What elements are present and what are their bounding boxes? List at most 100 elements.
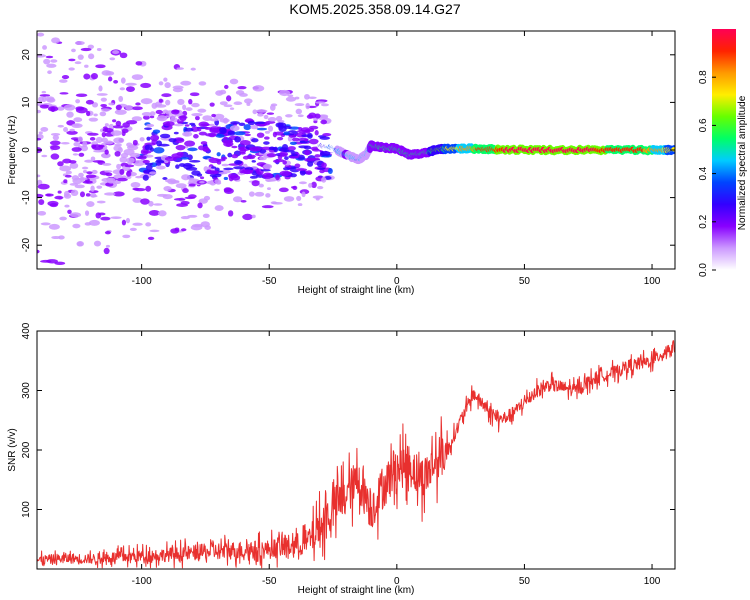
spectrogram-speckle [258, 183, 264, 188]
spectrogram-speckle [110, 216, 122, 219]
spectrogram-speckle [40, 127, 49, 132]
spectrogram-speckle [149, 229, 160, 233]
spectrogram-speckle [282, 149, 295, 153]
spectrogram-speckle [257, 113, 264, 117]
spectrogram-speckle [251, 214, 256, 219]
spectrogram-speckle [84, 64, 89, 68]
spectrogram-speckle [120, 77, 126, 84]
spectrogram-speckle [298, 181, 307, 185]
spectrogram-speckle [96, 185, 103, 189]
spectrogram-speckle [126, 171, 132, 177]
spectrogram-speckle [43, 58, 51, 65]
spectrogram-speckle [232, 196, 243, 203]
spectrogram-speckle [155, 162, 162, 166]
spectrogram-speckle [79, 191, 86, 198]
spectrogram-speckle [191, 113, 203, 117]
spectrogram-speckle [185, 107, 193, 111]
spectrogram-speckle [60, 142, 70, 145]
spectrogram-speckle [61, 74, 70, 80]
spectrogram-speckle [172, 87, 184, 93]
spectrogram-speckle [222, 117, 229, 124]
spectrogram-speckle [270, 104, 276, 111]
spectrogram-speckle [133, 160, 145, 167]
spectrogram-speckle [103, 247, 110, 255]
spectrogram-speckle [229, 125, 240, 132]
spectrogram-speckle [144, 144, 153, 151]
spectrogram-speckle [161, 93, 172, 98]
spectrogram-speckle [106, 177, 116, 184]
spectrogram-speckle [162, 121, 175, 127]
spectrogram-speckle [140, 82, 152, 89]
spectrogram-speckle [153, 203, 163, 206]
spectrogram-speckle [314, 101, 326, 104]
spectrogram-speckle [179, 115, 187, 122]
spectrogram-speckle [298, 127, 303, 131]
spectrogram-speckle [287, 94, 294, 98]
spectrogram-speckle [39, 259, 52, 263]
spectrogram-speckle [71, 48, 76, 53]
snr-x-tick-label: 0 [394, 576, 400, 587]
spectrogram-speckle [162, 194, 173, 200]
spectrogram-speckle [73, 141, 81, 147]
spectrogram-speckle [108, 102, 115, 106]
spectrogram-speckle [188, 183, 196, 187]
spectrogram-speckle [87, 44, 95, 50]
spectrogram-y-tick-label: 0 [21, 147, 32, 153]
spectrogram-speckle [37, 193, 44, 198]
spectrogram-speckle [68, 160, 77, 164]
spectrogram-speckle [299, 169, 306, 176]
spectrogram-speckle [50, 59, 58, 63]
spectrogram-speckle [37, 109, 41, 114]
spectrogram-speckle [176, 151, 184, 156]
spectrogram-speckle [176, 67, 184, 70]
spectrogram-speckle [223, 104, 233, 108]
spectrogram-speckle [235, 90, 245, 95]
spectrogram-speckle [37, 174, 41, 178]
spectrogram-speckle [148, 209, 161, 216]
spectrogram-speckle [104, 230, 111, 235]
spectrogram-speckle [112, 191, 125, 197]
spectrogram-speckle [101, 162, 112, 166]
spectrogram-speckle [209, 118, 219, 122]
spectrogram-speckle [104, 149, 109, 155]
snr-y-tick-label: 200 [21, 441, 32, 458]
spectrogram-speckle [39, 104, 50, 109]
spectrogram-speckle [145, 164, 153, 170]
spectrogram-speckle [190, 67, 196, 71]
spectrogram-speckle [80, 145, 89, 152]
spectrogram-speckle [263, 114, 269, 120]
spectrogram-speckle [148, 200, 154, 207]
spectrogram-speckle [272, 201, 283, 205]
spectrogram-y-tick-label: 20 [21, 49, 32, 61]
spectrogram-speckle [93, 240, 102, 247]
spectrogram-speckle [304, 129, 311, 134]
spectrogram-y-ticks: -20 -10 0 10 20 [21, 49, 675, 252]
spectrogram-speckle [180, 80, 192, 86]
spectrogram-speckle [132, 139, 138, 146]
spectrogram-speckle [47, 106, 59, 112]
spectrogram-speckle [149, 111, 156, 117]
colorbar-gradient [712, 29, 736, 270]
spectrogram-speckle [105, 71, 115, 76]
spectrogram-speckle [37, 137, 42, 141]
spectrogram-speckle [116, 163, 122, 170]
spectrogram-speckle [304, 150, 311, 156]
spectrogram-speckle [84, 159, 94, 163]
spectrogram-speckle [118, 95, 124, 102]
spectrogram-speckle [194, 115, 200, 121]
spectrogram-speckle [239, 151, 246, 155]
spectrogram-speckle [242, 213, 253, 221]
spectrogram-speckle [73, 117, 83, 123]
spectrogram-speckle [114, 143, 123, 147]
spectrogram-speckle [225, 142, 232, 147]
spectrogram-speckle [150, 134, 160, 142]
spectrogram-speckle [126, 120, 138, 125]
spectrogram-speckle [155, 165, 166, 170]
spectrogram-speckle [227, 152, 233, 158]
spectrogram-speckle [63, 179, 68, 184]
spectrogram-speckle [213, 113, 225, 120]
spectrogram-speckle [197, 202, 203, 209]
spectrogram-speckle [207, 170, 219, 175]
spectrogram-speckle [101, 108, 111, 112]
spectrogram-speckle [273, 159, 280, 163]
